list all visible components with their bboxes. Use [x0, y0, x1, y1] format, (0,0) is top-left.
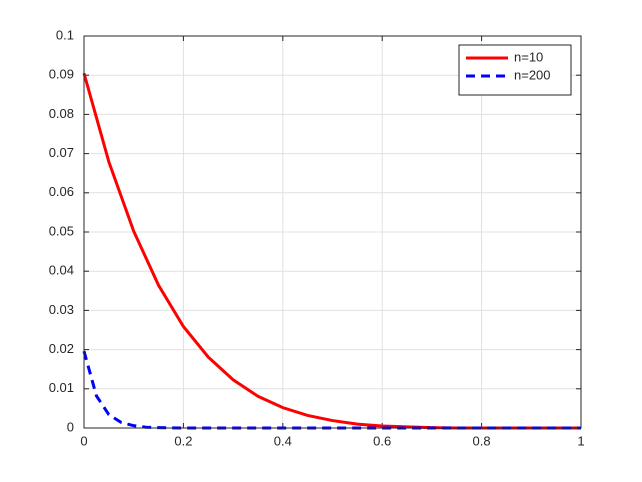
y-tick-label: 0.01 [49, 380, 74, 395]
y-tick-label: 0.04 [49, 263, 74, 278]
x-tick-label: 0 [80, 433, 87, 448]
x-tick-label: 0.6 [373, 433, 391, 448]
y-tick-label: 0 [67, 419, 74, 434]
y-tick-label: 0.1 [56, 27, 74, 42]
legend-label: n=200 [514, 67, 551, 82]
axes-box [83, 35, 582, 429]
y-tick-label: 0.06 [49, 184, 74, 199]
legend-box [458, 44, 572, 96]
x-tick-label: 1 [577, 433, 584, 448]
legend-label: n=10 [514, 49, 543, 64]
y-tick-label: 0.02 [49, 341, 74, 356]
y-tick-label: 0.08 [49, 106, 74, 121]
y-tick-label: 0.07 [49, 145, 74, 160]
tick-labels: 0 0.01 0.02 0.03 0.04 0.05 0.06 0.07 0.08 0.09 0.1… [49, 27, 585, 448]
y-tick-label: 0.05 [49, 223, 74, 238]
y-tick-label: 0.09 [49, 67, 74, 82]
x-tick-label: 0.4 [274, 433, 292, 448]
x-tick-label: 0.2 [174, 433, 192, 448]
x-tick-label: 0.8 [473, 433, 491, 448]
y-tick-label: 0.03 [49, 302, 74, 317]
legend: n=10 n=200 [458, 44, 572, 96]
